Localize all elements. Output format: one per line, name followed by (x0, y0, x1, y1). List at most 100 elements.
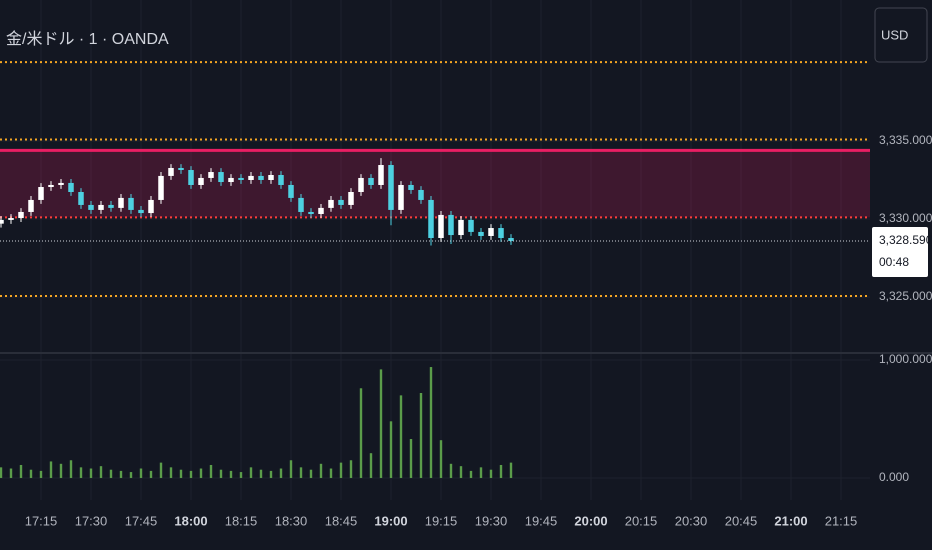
x-tick-label: 20:00 (574, 513, 607, 528)
x-tick-label: 19:15 (425, 513, 458, 528)
volume-bar (9, 468, 13, 478)
candle-body (488, 228, 494, 236)
y-tick-label: 3,335.000 (879, 133, 932, 147)
volume-bar (379, 369, 383, 478)
candle-body (228, 177, 234, 183)
volume-bar (159, 462, 163, 478)
candle-body (278, 175, 284, 185)
candle-body (88, 204, 94, 210)
candle-body (328, 199, 334, 208)
candle-body (158, 175, 164, 200)
candle-body (358, 177, 364, 193)
volume-bar (359, 388, 363, 478)
volume-bar (489, 469, 493, 478)
volume-bar (399, 395, 403, 478)
countdown-label: 00:48 (879, 255, 909, 269)
x-tick-label: 21:00 (774, 513, 807, 528)
x-tick-label: 17:30 (75, 513, 108, 528)
candle-body (468, 219, 474, 232)
candle-body (448, 214, 454, 236)
candle-body (138, 209, 144, 214)
candle-body (0, 219, 4, 224)
volume-bar (419, 392, 423, 478)
candle-body (308, 211, 314, 214)
volume-bar (89, 468, 93, 478)
y-tick-label: 3,330.000 (879, 211, 932, 225)
last-price-box (872, 226, 928, 277)
volume-bar (319, 463, 323, 478)
candle-body (8, 218, 14, 220)
x-tick-label: 18:00 (174, 513, 207, 528)
candle-body (298, 197, 304, 212)
candle-body (58, 182, 64, 185)
volume-bar (139, 468, 143, 478)
currency-button[interactable] (874, 7, 928, 63)
x-tick-label: 18:30 (275, 513, 308, 528)
candle-body (398, 184, 404, 210)
candle-body (348, 192, 354, 205)
volume-bar (229, 470, 233, 478)
candle-body (288, 184, 294, 198)
candle-body (118, 197, 124, 208)
candle-body (458, 219, 464, 236)
candle-body (478, 231, 484, 236)
x-tick-label: 18:15 (225, 513, 258, 528)
volume-bar (259, 469, 263, 478)
candle-body (378, 165, 384, 185)
candle-body (78, 192, 84, 205)
x-tick-label: 17:45 (125, 513, 158, 528)
volume-bar (369, 453, 373, 478)
volume-bar (79, 467, 83, 478)
candle-body (128, 197, 134, 210)
x-tick-label: 19:30 (475, 513, 508, 528)
candle-body (198, 177, 204, 185)
volume-bar (299, 467, 303, 478)
volume-bar (99, 466, 103, 478)
candle-body (108, 204, 114, 208)
candle-body (438, 214, 444, 239)
candle-body (28, 199, 34, 212)
volume-bar (49, 461, 53, 478)
volume-bar (429, 367, 433, 478)
candle-body (508, 238, 514, 241)
volume-bar (509, 462, 513, 478)
zone (0, 150, 870, 218)
x-tick-label: 19:00 (374, 513, 407, 528)
volume-bar (409, 439, 413, 478)
volume-bar (0, 467, 3, 478)
candle-body (498, 228, 504, 239)
candle-body (148, 199, 154, 214)
volume-bar (189, 470, 193, 478)
plot-layer: 17:15 17:30 17:45 18:00 18:15 18:30 18:45 19:00… (0, 0, 932, 528)
volume-bar (249, 467, 253, 478)
candle-body (18, 211, 24, 219)
candle-body (318, 207, 324, 214)
volume-bar (449, 463, 453, 478)
volume-bar (279, 468, 283, 478)
chart-title: 金/米ドル · 1 · OANDA (6, 30, 169, 48)
x-tick-label: 17:15 (25, 513, 58, 528)
volume-bar (309, 469, 313, 478)
candle-body (188, 170, 194, 185)
candle-body (98, 204, 104, 210)
volume-bar (109, 469, 113, 478)
volume-bar (59, 463, 63, 478)
candle-body (258, 175, 264, 180)
candle-body (388, 165, 394, 210)
volume-bar (269, 470, 273, 478)
x-tick-label: 20:30 (675, 513, 708, 528)
x-tick-label: 20:15 (625, 513, 658, 528)
x-tick-label: 20:45 (725, 513, 758, 528)
volume-bar (289, 460, 293, 478)
candle-body (238, 177, 244, 180)
candle-body (168, 167, 174, 176)
v-tick-label: 0.000 (879, 470, 909, 484)
x-tick-label: 18:45 (325, 513, 358, 528)
volume-bar (29, 469, 33, 478)
x-tick-label: 19:45 (525, 513, 558, 528)
volume-bar (219, 469, 223, 478)
volume-bar (389, 421, 393, 478)
volume-bar (119, 470, 123, 478)
volume-bar (69, 460, 73, 478)
